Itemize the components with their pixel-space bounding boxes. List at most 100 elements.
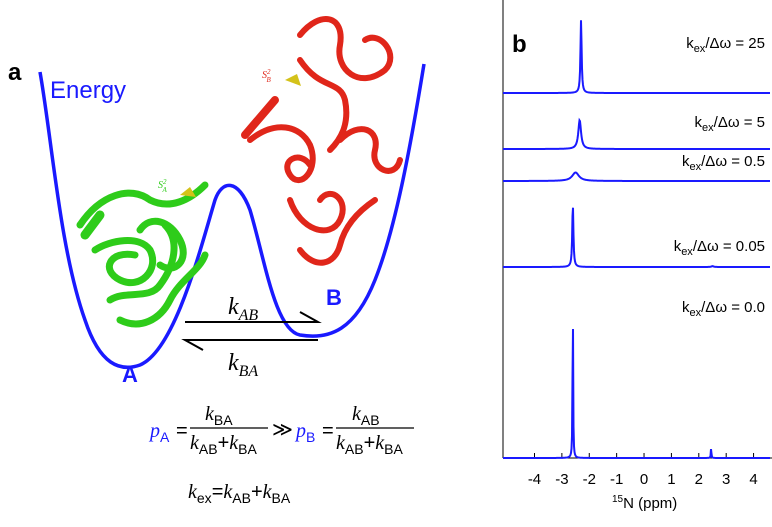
sub: AB [345,441,364,457]
k: k [228,294,239,320]
plus: + [251,481,263,503]
k: k [190,432,200,454]
sub: ex [681,246,693,258]
denominator: kAB+kBA [190,432,257,457]
s: S [262,70,267,81]
k: k [352,403,362,425]
denominator: kAB+kBA [336,432,403,457]
pa: pA [148,420,170,445]
protein-b [241,16,403,266]
rate-ab: kAB [228,294,258,324]
sub: A [160,429,170,445]
spectrum [503,117,770,150]
spectrum [503,207,770,268]
sub: ex [690,161,702,173]
x-axis-label: 15N (ppm) [612,494,677,512]
ratio: /Δω = 5 [714,114,765,131]
sub: BA [384,441,403,457]
plus: + [218,432,230,454]
sub: AB [238,307,259,324]
spectrum-label: kex/Δω = 5 [695,114,765,134]
rate-ba: kBA [228,350,258,380]
spectrum-label: kex/Δω = 0.5 [682,153,765,173]
sub: B [306,429,315,445]
sub: AB [361,412,380,428]
sub: BA [239,363,259,380]
equals: = [212,481,224,503]
sub: AB [199,441,218,457]
spectrum [503,328,770,459]
plus: + [364,432,376,454]
p: p [294,420,306,442]
order-parameter-a: S2 A [158,178,168,194]
k: k [205,403,215,425]
k: k [223,481,233,503]
ratio: /Δω = 0.0 [701,299,765,316]
panel-label: b [512,31,527,58]
x-tick-label: 0 [640,471,648,488]
side-chain-b [285,74,301,86]
p: p [148,420,160,442]
sub: ex [702,122,714,134]
sub: ex [197,490,212,506]
forward-arrow [185,311,322,323]
state-b: B [326,285,342,310]
unit: N (ppm) [623,495,677,512]
k: k [686,35,694,52]
k: k [375,432,385,454]
ratio: /Δω = 25 [705,35,765,52]
energy-label: Energy [50,77,126,104]
pb: pB [294,420,315,445]
order-parameter-b: S2 B [262,68,272,84]
k: k [188,481,198,503]
numerator: kAB [352,403,380,428]
sub: BA [272,490,291,506]
state-a: A [122,362,138,387]
k: k [674,238,682,255]
sup: 15 [612,494,624,505]
panel-label: a [8,59,22,86]
k: k [263,481,273,503]
much-greater: ≫ [272,419,293,441]
sub: BA [214,412,233,428]
equals: = [322,420,334,442]
k: k [229,432,239,454]
exchange-rate: kex=kAB+kBA [188,481,291,506]
sup: 2 [267,68,271,76]
sup: 2 [163,178,167,186]
ratio: /Δω = 0.5 [701,153,765,170]
spectrum-label: kex/Δω = 0.0 [682,299,765,319]
x-tick-label: -3 [555,471,568,488]
x-tick-label: 2 [695,471,703,488]
numerator: kBA [205,403,233,428]
side-chain-a [180,187,196,197]
equals: = [176,420,188,442]
k: k [682,153,690,170]
x-tick-label: 4 [749,471,757,488]
spectrum-label: kex/Δω = 25 [686,35,765,55]
ratio: /Δω = 0.05 [693,238,765,255]
sub: ex [694,43,706,55]
sub: AB [232,490,251,506]
x-tick-label: -1 [610,471,623,488]
s: S [158,180,163,191]
spectrum [503,171,770,182]
x-tick-label: 1 [667,471,675,488]
k: k [336,432,346,454]
x-tick-label: 3 [722,471,730,488]
sub: B [267,76,272,84]
x-tick-label: -4 [528,471,541,488]
spectrum [503,20,770,94]
spectrum-label: kex/Δω = 0.05 [674,238,765,258]
protein-a [76,181,209,328]
energy-curve [38,63,426,370]
backward-arrow [181,339,318,351]
sub: A [162,186,168,194]
k: k [682,299,690,316]
sub: BA [238,441,257,457]
x-tick-label: -2 [583,471,596,488]
k: k [228,350,239,376]
sub: ex [690,307,702,319]
k: k [695,114,703,131]
